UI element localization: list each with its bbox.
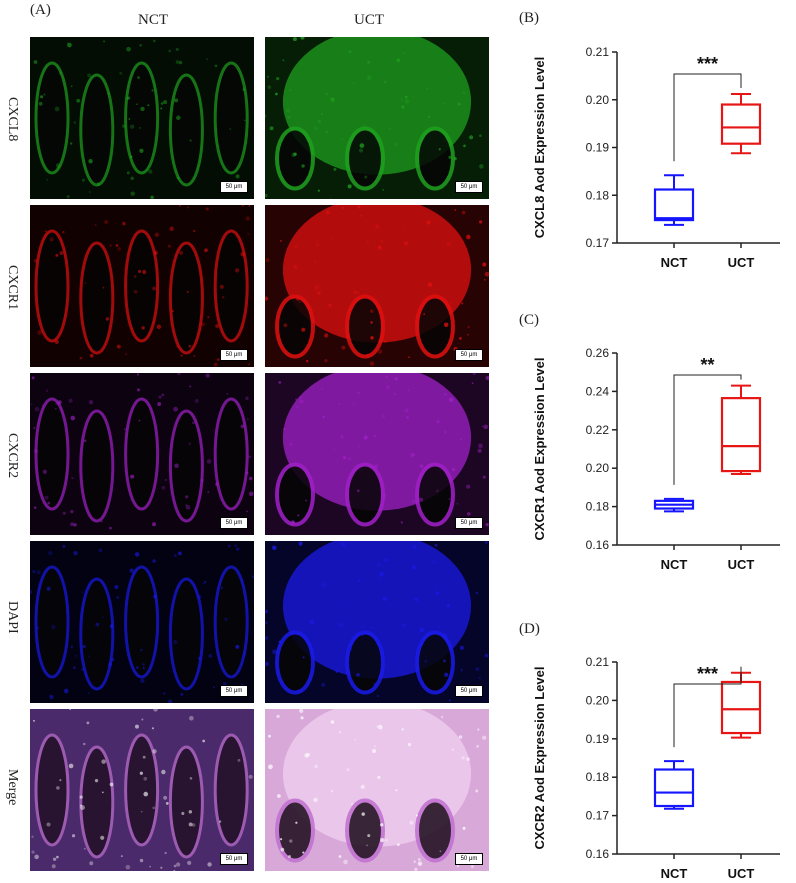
box-b-uct-iqr [720, 103, 762, 145]
significance-label-d: *** [697, 664, 718, 684]
micrograph-cxcr1-uct: 50 μm [265, 205, 489, 367]
y-axis-label-c: CXCR1 Aod Expression Level [532, 357, 547, 540]
scale-bar: 50 μm [455, 181, 483, 193]
micrograph-dapi-nct: 50 μm [30, 541, 254, 703]
y-tick-label-c: 0.26 [586, 346, 610, 360]
significance-label-b: *** [697, 54, 718, 74]
y-tick-label-c: 0.16 [586, 538, 610, 552]
box-d-nct-iqr [653, 768, 695, 808]
micrograph-dapi-uct: 50 μm [265, 541, 489, 703]
y-tick-label-c: 0.20 [586, 461, 610, 475]
y-tick-label-d: 0.18 [586, 770, 610, 784]
y-tick-label-b: 0.19 [586, 141, 610, 155]
significance-bracket-b [673, 73, 742, 162]
y-tick-label-b: 0.18 [586, 188, 610, 202]
micrograph-cxcr1-nct: 50 μm [30, 205, 254, 367]
micrograph-cxcl8-uct: 50 μm [265, 37, 489, 199]
significance-label-c: ** [700, 355, 714, 375]
scale-bar: 50 μm [220, 181, 248, 193]
box-c-uct-iqr [720, 397, 762, 473]
micrograph-cxcr2-nct: 50 μm [30, 373, 254, 535]
scale-bar: 50 μm [455, 517, 483, 529]
y-tick-label-c: 0.18 [586, 500, 610, 514]
y-tick-label-d: 0.16 [586, 847, 610, 861]
x-tick-label-d-nct: NCT [661, 866, 688, 881]
column-header-nct: NCT [138, 12, 168, 28]
y-tick-label-c: 0.24 [586, 384, 610, 398]
y-tick-label-d: 0.19 [586, 732, 610, 746]
significance-bracket-c [673, 374, 742, 485]
x-tick-label-c-uct: UCT [728, 557, 755, 572]
y-tick-label-b: 0.17 [586, 236, 610, 250]
x-tick-label-b-nct: NCT [661, 255, 688, 270]
panel-b-label: (B) [519, 10, 539, 26]
y-tick-label-b: 0.20 [586, 93, 610, 107]
scale-bar: 50 μm [220, 517, 248, 529]
y-tick-label-d: 0.17 [586, 809, 610, 823]
scale-bar: 50 μm [455, 853, 483, 865]
panel-c-label: (C) [519, 312, 539, 328]
micrograph-cxcl8-nct: 50 μm [30, 37, 254, 199]
micrograph-merge-uct: 50 μm [265, 709, 489, 871]
panel-d-label: (D) [519, 621, 540, 637]
y-tick-label-b: 0.21 [586, 45, 610, 59]
box-b-nct-iqr [653, 188, 695, 222]
x-tick-label-b-uct: UCT [728, 255, 755, 270]
scale-bar: 50 μm [455, 685, 483, 697]
y-tick-label-c: 0.22 [586, 423, 610, 437]
scale-bar: 50 μm [455, 349, 483, 361]
y-axis-label-b: CXCL8 Aod Expression Level [532, 57, 547, 239]
box-d-uct-iqr [720, 680, 762, 735]
y-tick-label-d: 0.21 [586, 655, 610, 669]
x-tick-label-c-nct: NCT [661, 557, 688, 572]
scale-bar: 50 μm [220, 685, 248, 697]
y-axis-label-d: CXCR2 Aod Expression Level [532, 666, 547, 849]
scale-bar: 50 μm [220, 853, 248, 865]
scale-bar: 50 μm [220, 349, 248, 361]
column-header-uct: UCT [354, 12, 384, 28]
micrograph-merge-nct: 50 μm [30, 709, 254, 871]
y-tick-label-d: 0.20 [586, 693, 610, 707]
x-tick-label-d-uct: UCT [728, 866, 755, 881]
micrograph-cxcr2-uct: 50 μm [265, 373, 489, 535]
significance-bracket-d [673, 666, 742, 748]
panel-a-label: (A) [30, 2, 51, 18]
